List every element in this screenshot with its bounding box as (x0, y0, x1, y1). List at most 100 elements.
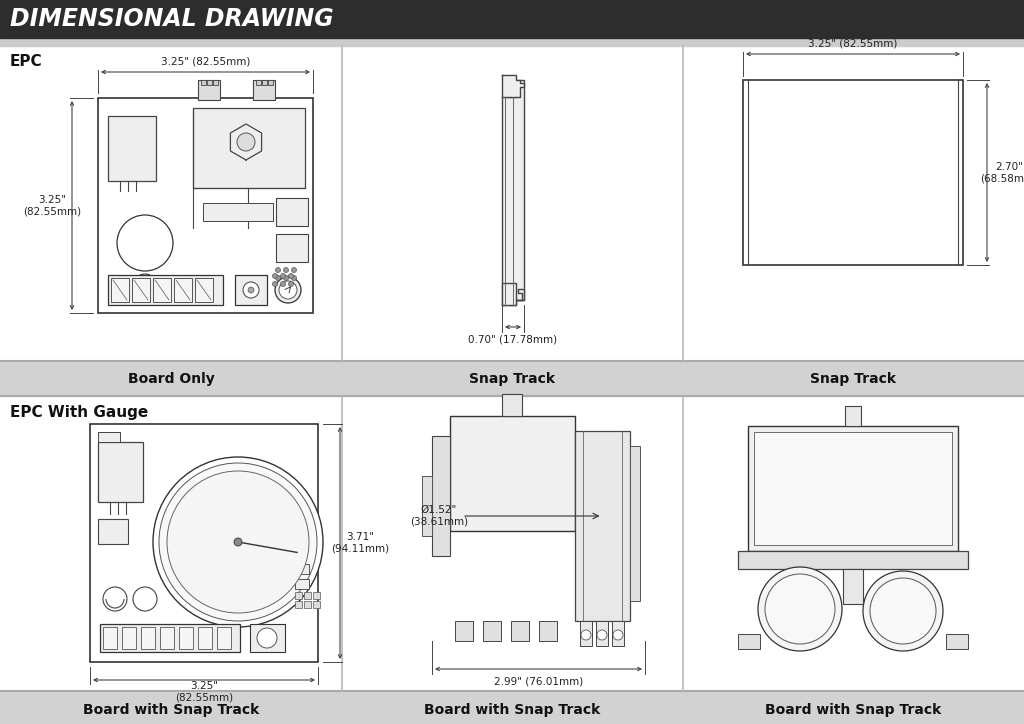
Circle shape (758, 567, 842, 651)
Circle shape (103, 587, 127, 611)
Bar (450, 416, 575, 531)
Bar (198, 80, 220, 100)
Circle shape (243, 282, 259, 298)
Bar (946, 634, 968, 649)
Circle shape (870, 578, 936, 644)
Bar (108, 116, 156, 181)
Bar (253, 80, 275, 100)
Text: Board with Snap Track: Board with Snap Track (765, 703, 941, 717)
Bar (132, 278, 150, 302)
Circle shape (133, 274, 157, 298)
Circle shape (284, 276, 289, 280)
Circle shape (289, 282, 294, 287)
Circle shape (167, 471, 309, 613)
Text: 2.99" (76.01mm): 2.99" (76.01mm) (494, 676, 583, 686)
Circle shape (272, 274, 278, 279)
Bar (256, 80, 261, 85)
Bar (295, 579, 309, 589)
Circle shape (581, 630, 591, 640)
Text: Ø1.52"
(38.61mm): Ø1.52" (38.61mm) (410, 505, 468, 527)
Text: Board with Snap Track: Board with Snap Track (424, 703, 600, 717)
Bar (201, 80, 206, 85)
Bar (0, 38, 1024, 46)
Polygon shape (502, 80, 524, 305)
Bar (295, 564, 309, 574)
Bar (295, 601, 302, 608)
Bar (98, 519, 128, 544)
Text: 3.25" (82.55mm): 3.25" (82.55mm) (161, 57, 250, 67)
Bar (843, 569, 863, 604)
Circle shape (292, 267, 297, 272)
Bar (0, 691, 1024, 724)
Bar (738, 634, 760, 649)
Bar (179, 627, 193, 649)
Polygon shape (502, 75, 524, 97)
Circle shape (275, 267, 281, 272)
Bar (0, 396, 1024, 691)
Bar (276, 234, 308, 262)
Bar (195, 278, 213, 302)
Circle shape (289, 274, 294, 279)
Bar (455, 621, 473, 641)
Circle shape (275, 276, 281, 280)
Bar (738, 551, 968, 569)
Circle shape (284, 267, 289, 272)
Circle shape (257, 628, 278, 648)
Bar (98, 442, 143, 502)
Circle shape (248, 287, 254, 293)
Bar (313, 601, 319, 608)
Bar (207, 80, 212, 85)
Text: Board Only: Board Only (128, 371, 214, 385)
Bar (160, 627, 174, 649)
Bar (198, 627, 212, 649)
Circle shape (292, 276, 297, 280)
Bar (193, 108, 305, 188)
Circle shape (153, 457, 323, 627)
Bar (98, 432, 120, 442)
Bar (580, 621, 592, 646)
Bar (100, 624, 240, 652)
Text: 3.71"
(94.11mm): 3.71" (94.11mm) (331, 532, 389, 554)
Bar (90, 424, 318, 662)
Circle shape (613, 630, 623, 640)
Text: Snap Track: Snap Track (810, 371, 896, 385)
Bar (748, 426, 958, 551)
Circle shape (272, 282, 278, 287)
Circle shape (281, 274, 286, 279)
Circle shape (159, 463, 317, 621)
Circle shape (117, 215, 173, 271)
Bar (268, 80, 273, 85)
Text: 2.70"
(68.58mm): 2.70" (68.58mm) (980, 161, 1024, 183)
Bar (234, 275, 267, 305)
Polygon shape (502, 283, 524, 305)
Bar (108, 275, 223, 305)
Bar (276, 198, 308, 226)
Bar (250, 624, 285, 652)
Bar (141, 627, 155, 649)
Text: 0.70" (17.78mm): 0.70" (17.78mm) (468, 334, 557, 344)
Bar (612, 621, 624, 646)
Bar (98, 98, 313, 313)
Bar (630, 446, 640, 601)
Bar (483, 621, 501, 641)
Bar (575, 431, 630, 621)
Bar (262, 80, 267, 85)
Bar (103, 627, 117, 649)
Bar (174, 278, 193, 302)
Bar (213, 80, 218, 85)
Bar (743, 80, 963, 265)
Bar (422, 476, 432, 536)
Bar (432, 436, 450, 556)
Bar (304, 592, 311, 599)
Bar (122, 627, 136, 649)
Bar (203, 203, 273, 221)
Text: Snap Track: Snap Track (469, 371, 555, 385)
Bar (754, 432, 952, 545)
Circle shape (281, 282, 286, 287)
Circle shape (237, 133, 255, 151)
Bar (596, 621, 608, 646)
Circle shape (133, 587, 157, 611)
Bar (539, 621, 557, 641)
Circle shape (275, 277, 301, 303)
Bar (111, 278, 129, 302)
